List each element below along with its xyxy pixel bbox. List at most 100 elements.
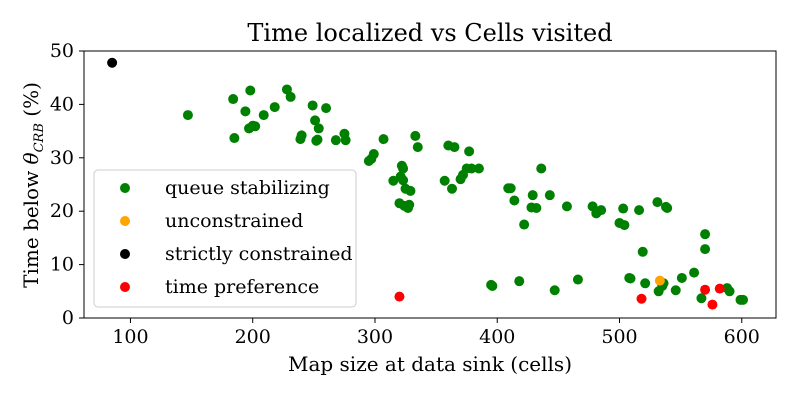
data-point-0-59: [561, 201, 572, 212]
data-point-0-66: [634, 205, 645, 216]
data-point-0-22: [340, 135, 351, 146]
x-axis-ticks: 100 200 300 400 500 600: [112, 318, 760, 348]
data-point-0-57: [536, 163, 547, 174]
data-point-0-79: [625, 273, 636, 284]
data-point-0-65: [618, 203, 629, 214]
data-point-0-26: [378, 134, 389, 145]
data-point-3-3: [707, 299, 718, 310]
y-axis-label-symbol: θ: [19, 152, 43, 164]
legend-label-0: queue stabilizing: [165, 177, 330, 199]
data-point-0-19: [321, 103, 332, 114]
data-point-0-43: [449, 142, 460, 153]
y-axis-label-prefix: Time below: [19, 164, 43, 287]
data-point-0-39: [412, 142, 423, 153]
legend-label-2: strictly constrained: [165, 243, 353, 265]
y-tick-label-2: 20: [50, 200, 74, 222]
data-point-0-49: [473, 163, 484, 174]
data-point-1-0: [654, 275, 665, 286]
data-point-2-0: [107, 57, 118, 68]
data-point-0-48: [466, 163, 477, 174]
y-tick-label-0: 0: [62, 307, 74, 329]
data-point-0-18: [312, 134, 323, 145]
data-point-0-77: [572, 274, 583, 285]
data-point-0-38: [410, 130, 421, 141]
data-point-0-8: [258, 110, 269, 121]
data-point-0-20: [330, 135, 341, 146]
y-tick-label-4: 40: [50, 93, 74, 115]
data-point-0-0: [182, 110, 193, 121]
data-point-0-42: [447, 183, 458, 194]
data-point-0-67: [637, 246, 648, 257]
x-tick-label-1: 200: [235, 326, 271, 348]
data-point-0-2: [229, 133, 240, 144]
data-point-0-17: [313, 123, 324, 134]
data-point-0-55: [527, 190, 538, 201]
plot-frame: [83, 50, 777, 319]
data-point-0-13: [296, 130, 307, 141]
data-point-0-62: [596, 205, 607, 216]
legend-marker-3: [120, 282, 130, 292]
data-point-0-7: [250, 121, 261, 132]
data-point-0-3: [245, 85, 256, 96]
y-tick-label-1: 10: [50, 254, 74, 276]
x-tick-label-5: 600: [724, 326, 760, 348]
data-point-0-47: [464, 146, 475, 157]
data-point-0-75: [514, 276, 525, 287]
data-points: [107, 57, 748, 310]
data-point-0-37: [404, 199, 415, 210]
data-point-0-87: [696, 293, 707, 304]
data-point-0-1: [228, 94, 239, 105]
data-point-0-15: [310, 115, 321, 126]
data-point-0-4: [240, 106, 251, 117]
data-point-0-25: [368, 149, 379, 160]
chart-title: Time localized vs Cells visited: [247, 19, 612, 47]
data-point-0-72: [700, 244, 711, 255]
x-tick-label-3: 400: [479, 326, 515, 348]
data-point-3-1: [636, 293, 647, 304]
legend-marker-1: [120, 216, 130, 226]
data-point-3-0: [394, 291, 405, 302]
data-point-0-9: [269, 102, 280, 113]
data-point-0-40: [439, 175, 450, 186]
data-point-0-56: [531, 202, 542, 213]
y-axis-label: Time below θCRB (%): [19, 82, 47, 288]
data-point-0-10: [281, 84, 292, 95]
legend-label-1: unconstrained: [165, 210, 303, 232]
data-point-0-84: [670, 285, 681, 296]
x-tick-label-4: 500: [601, 326, 637, 348]
data-point-3-2: [700, 284, 711, 295]
x-axis-label: Map size at data sink (cells): [288, 352, 572, 376]
legend-label-3: time preference: [165, 276, 319, 298]
data-point-0-85: [676, 272, 687, 283]
legend-marker-2: [120, 249, 130, 259]
data-point-0-53: [519, 219, 530, 230]
legend-box: [93, 169, 357, 308]
y-axis-label-suffix: (%): [19, 82, 43, 123]
y-tick-label-3: 30: [50, 147, 74, 169]
y-axis-ticks: 0 10 20 30 40 50: [50, 40, 84, 329]
data-point-3-4: [714, 283, 725, 294]
data-point-0-14: [307, 100, 318, 111]
data-point-0-51: [505, 183, 516, 194]
data-point-0-89: [724, 286, 735, 297]
data-point-0-64: [619, 220, 630, 231]
data-point-0-36: [405, 185, 416, 196]
data-point-0-70: [662, 202, 673, 213]
data-point-0-52: [509, 195, 520, 206]
data-point-0-80: [640, 278, 651, 289]
data-point-0-11: [285, 91, 296, 102]
legend: queue stabilizing unconstrained strictly c…: [93, 169, 357, 308]
legend-marker-0: [120, 183, 130, 193]
x-tick-label-2: 300: [357, 326, 393, 348]
data-point-0-91: [737, 294, 748, 305]
data-point-0-68: [652, 197, 663, 208]
data-point-0-27: [388, 175, 399, 186]
data-point-0-32: [398, 175, 409, 186]
data-point-0-58: [544, 190, 555, 201]
data-point-0-31: [396, 160, 407, 171]
data-point-0-71: [700, 229, 711, 240]
data-point-0-76: [549, 285, 560, 296]
x-tick-label-0: 100: [112, 326, 148, 348]
y-tick-label-5: 50: [50, 40, 74, 62]
